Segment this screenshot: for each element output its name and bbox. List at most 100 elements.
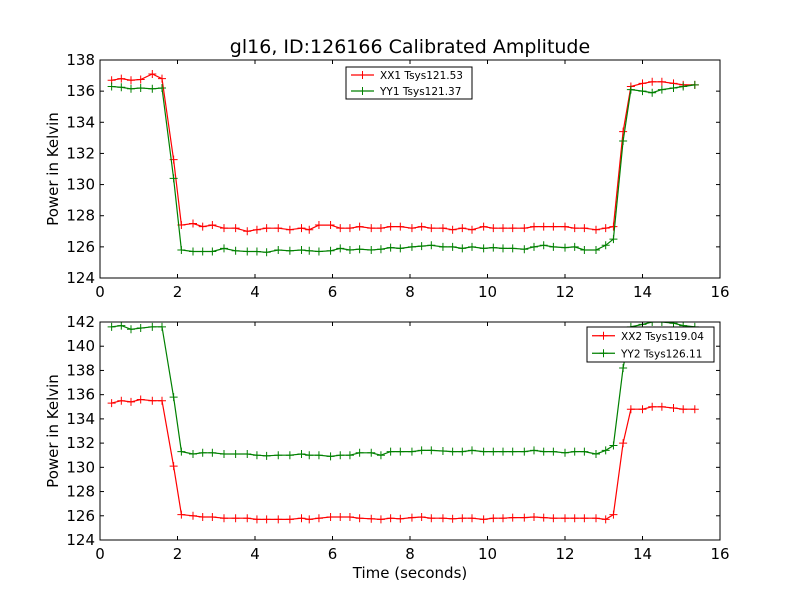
data-point	[609, 510, 618, 519]
data-point	[158, 84, 166, 93]
legend: XX2 Tsys119.04 YY2 Tsys126.11	[586, 326, 715, 363]
data-point	[592, 225, 600, 234]
data-point	[448, 447, 457, 456]
data-point	[336, 244, 345, 253]
data-point	[262, 451, 271, 460]
data-point	[458, 244, 467, 253]
legend-label: XX2 Tsys119.04	[621, 331, 704, 343]
data-point	[127, 325, 135, 334]
data-point	[648, 322, 657, 326]
data-point	[336, 512, 345, 521]
data-point	[407, 224, 416, 233]
data-point	[468, 242, 476, 251]
data-point	[252, 451, 261, 460]
data-point	[220, 224, 228, 233]
data-point	[169, 462, 178, 471]
x-tick-label: 12	[555, 283, 574, 301]
data-point	[274, 515, 283, 524]
data-point	[657, 85, 666, 94]
x-tick-label: 0	[95, 545, 105, 563]
data-point	[189, 511, 197, 520]
data-point	[468, 225, 476, 234]
data-point	[136, 84, 145, 93]
data-point	[127, 397, 135, 406]
data-point	[669, 322, 678, 328]
data-point	[198, 222, 207, 231]
x-axis-label: Time (seconds)	[352, 564, 468, 582]
data-point	[326, 246, 335, 255]
y-tick-label: 128	[66, 483, 95, 501]
data-point	[262, 224, 271, 233]
data-point	[305, 451, 314, 460]
x-tick-label: 8	[405, 283, 415, 301]
data-point	[601, 241, 610, 250]
y-tick-label: 132	[66, 434, 95, 452]
legend-label: YY2 Tsys126.11	[620, 348, 702, 360]
data-point	[570, 514, 579, 523]
data-point	[530, 242, 538, 251]
data-point	[448, 225, 457, 234]
data-point	[148, 322, 157, 331]
x-tick-label: 10	[478, 545, 497, 563]
data-point	[417, 222, 426, 231]
data-point	[231, 450, 240, 459]
data-point	[619, 439, 628, 448]
legend-box	[345, 66, 473, 100]
data-point	[252, 247, 261, 256]
data-point	[208, 247, 217, 256]
data-point	[158, 396, 166, 405]
y-tick-label: 136	[66, 386, 95, 404]
data-point	[386, 514, 395, 523]
data-point	[619, 364, 628, 373]
data-point	[520, 224, 529, 233]
data-point	[148, 84, 157, 93]
y-tick-label: 140	[66, 337, 95, 355]
data-point	[626, 405, 635, 414]
data-point	[539, 241, 548, 250]
data-point	[549, 222, 558, 231]
series-2	[107, 322, 699, 461]
data-point	[489, 447, 498, 456]
legend-label: YY1 Tsys121.37	[379, 86, 461, 98]
data-point	[117, 74, 126, 83]
data-point	[657, 322, 666, 326]
series-1	[107, 395, 699, 524]
y-axis-label: Power in Kelvin	[44, 112, 62, 226]
data-point	[407, 513, 416, 522]
data-point	[220, 244, 228, 253]
data-point	[438, 446, 447, 455]
y-tick-label: 134	[66, 113, 95, 131]
data-point	[657, 77, 666, 86]
data-point	[208, 448, 217, 457]
data-point	[274, 224, 283, 233]
data-point	[136, 324, 145, 333]
y-tick-label: 126	[66, 238, 95, 256]
data-point	[220, 450, 228, 459]
y-tick-label: 130	[66, 458, 95, 476]
data-point	[679, 405, 688, 414]
data-point	[297, 514, 306, 523]
data-point	[427, 224, 436, 233]
data-point	[376, 224, 385, 233]
data-point	[169, 393, 178, 402]
data-point	[127, 84, 135, 93]
data-point	[489, 224, 498, 233]
data-point	[177, 510, 186, 519]
data-point	[592, 245, 600, 254]
data-point	[252, 515, 261, 524]
data-point	[499, 224, 507, 233]
data-point	[262, 248, 271, 257]
y-tick-label: 126	[66, 507, 95, 525]
data-point	[601, 515, 610, 524]
series-1	[107, 70, 699, 236]
data-point	[367, 514, 376, 523]
legend-box	[586, 326, 715, 363]
data-point	[386, 447, 395, 456]
data-point	[355, 222, 364, 231]
data-point	[479, 244, 488, 253]
data-point	[539, 513, 548, 522]
data-point	[539, 447, 548, 456]
data-point	[285, 246, 294, 255]
data-point	[499, 447, 507, 456]
x-tick-label: 12	[555, 545, 574, 563]
